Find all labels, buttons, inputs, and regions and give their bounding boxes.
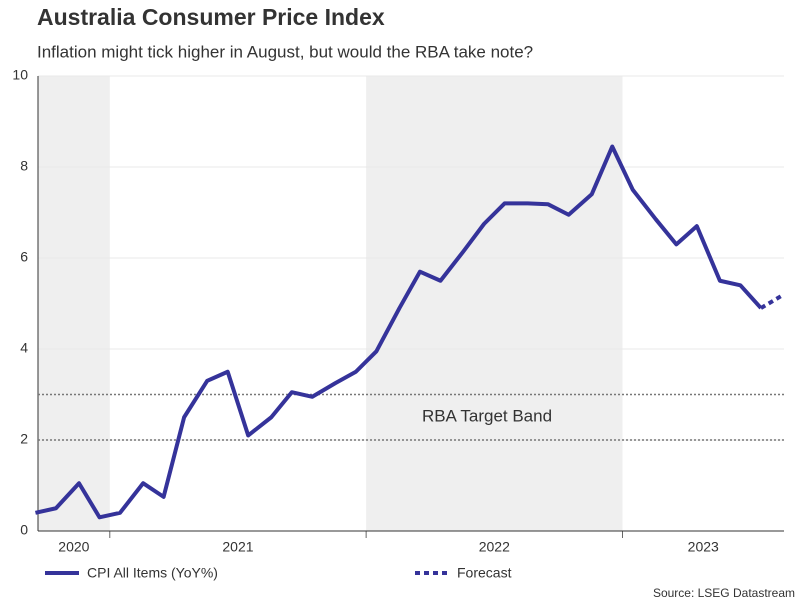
x-tick-label: 2023 [688,539,719,555]
chart-title: Australia Consumer Price Index [37,4,385,30]
x-tick-label: 2022 [479,539,510,555]
line-series [759,292,786,310]
legend-label: CPI All Items (YoY%) [87,565,218,581]
y-tick-label: 6 [20,249,28,265]
legend-label: Forecast [457,565,512,581]
y-tick-label: 0 [20,522,28,538]
y-tick-label: 4 [20,340,28,356]
shaded-band [366,76,623,531]
shaded-band [38,76,110,531]
y-tick-label: 8 [20,158,28,174]
y-tick-label: 10 [12,67,28,83]
y-tick-label: 2 [20,431,28,447]
annotation: RBA Target Band [422,407,552,426]
chart-subtitle: Inflation might tick higher in August, b… [37,42,533,61]
x-tick-label: 2020 [58,539,89,555]
line-series [35,144,763,520]
x-tick-label: 2021 [222,539,253,555]
source: Source: LSEG Datastream [653,586,795,600]
